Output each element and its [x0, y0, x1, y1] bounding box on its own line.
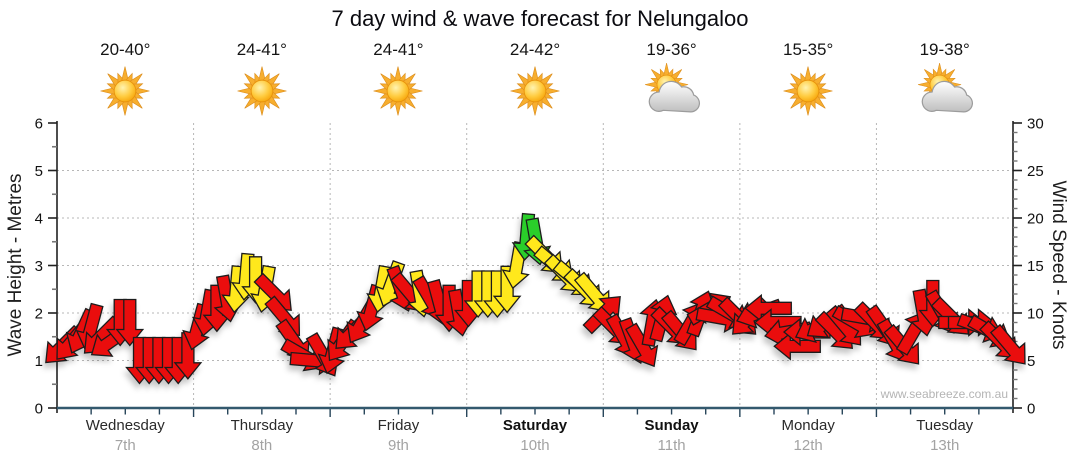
day-label-tuesday: Tuesday 13th — [876, 417, 1013, 454]
day-name: Friday — [377, 417, 420, 434]
wind-arrow — [573, 271, 610, 313]
day-name: Sunday — [644, 417, 699, 434]
weather-icon-wrap — [193, 62, 330, 120]
day-forecast-friday: 24-41° — [330, 40, 467, 120]
day-date: 7th — [114, 437, 136, 454]
day-label-monday: Monday 12th — [740, 417, 877, 454]
day-label-friday: Friday 9th — [330, 417, 467, 454]
temperature-range: 20-40° — [100, 40, 151, 59]
right-axis-tick-label: 30 — [1027, 116, 1044, 133]
day-date: 9th — [387, 437, 409, 454]
temperature-range: 24-42° — [509, 40, 561, 59]
day-label-sunday: Sunday 11th — [603, 417, 740, 454]
sun-icon — [510, 66, 560, 116]
weather-icon-wrap — [603, 62, 740, 120]
day-label-thursday: Thursday 8th — [193, 417, 330, 454]
weather-icon-wrap — [740, 62, 877, 120]
weather-icon-wrap — [876, 62, 1013, 120]
left-axis-tick-label: 5 — [35, 163, 43, 180]
wind-arrow-series — [45, 212, 1026, 385]
day-date: 12th — [793, 437, 823, 454]
left-axis-tick-label: 3 — [35, 258, 43, 275]
right-axis-tick-label: 20 — [1027, 211, 1044, 228]
day-name: Monday — [781, 417, 835, 434]
temperature-range: 19-38° — [919, 40, 970, 59]
left-axis-title: Wave Height - Metres — [5, 173, 26, 357]
day-label-saturday: Saturday 10th — [467, 417, 604, 454]
day-date: 13th — [930, 437, 960, 454]
temperature-range: 19-36° — [646, 40, 697, 59]
right-axis-tick-label: 10 — [1027, 306, 1044, 323]
wind-arrow — [115, 298, 145, 347]
day-forecast-saturday: 24-42° — [467, 40, 604, 120]
day-name: Tuesday — [916, 417, 974, 434]
right-axis-tick-label: 5 — [1027, 353, 1035, 370]
temperature-range: 24-41° — [236, 40, 287, 59]
day-forecast-thursday: 24-41° — [193, 40, 330, 120]
sun-icon — [783, 66, 833, 116]
day-label-wednesday: Wednesday 7th — [57, 417, 194, 454]
day-forecast-wednesday: 20-40° — [57, 40, 194, 120]
right-axis-tick-label: 25 — [1027, 163, 1044, 180]
weather-icon-wrap — [57, 62, 194, 120]
day-date: 11th — [657, 437, 686, 454]
right-axis-title: Wind Speed - Knots — [1048, 180, 1069, 350]
gridlines — [57, 123, 1013, 408]
left-axis-tick-label: 0 — [35, 401, 43, 418]
left-axis-tick-label: 1 — [35, 353, 43, 370]
right-axis-tick-label: 0 — [1027, 401, 1035, 418]
day-name: Wednesday — [85, 417, 165, 434]
chart-title: 7 day wind & wave forecast for Nelungalo… — [331, 6, 749, 31]
wind-arrow — [989, 323, 1026, 365]
left-axis-tick-label: 4 — [35, 211, 43, 228]
day-date: 8th — [251, 437, 273, 454]
day-name: Saturday — [502, 417, 568, 434]
day-forecast-sunday: 19-36° — [603, 40, 740, 120]
right-axis-tick-label: 15 — [1027, 258, 1044, 275]
day-name: Thursday — [230, 417, 294, 434]
wind-arrow — [625, 322, 659, 368]
watermark: www.seabreeze.com.au — [880, 387, 1008, 401]
day-date: 10th — [520, 437, 550, 454]
sun-icon — [100, 66, 150, 116]
partly-cloudy-icon — [917, 63, 973, 113]
day-forecast-tuesday: 19-38° — [876, 40, 1013, 120]
partly-cloudy-icon — [644, 63, 700, 113]
left-axis-tick-label: 2 — [35, 306, 43, 323]
axes: 0 1 2 3 4 5 6 0 5 10 15 20 25 30 — [35, 116, 1044, 418]
weather-icon-wrap — [330, 62, 467, 120]
weather-icon-wrap — [467, 62, 604, 120]
temperature-range: 24-41° — [373, 40, 424, 59]
temperature-range: 15-35° — [783, 40, 834, 59]
sun-icon — [373, 66, 423, 116]
wind-arrow — [492, 265, 522, 314]
left-axis-tick-label: 6 — [35, 116, 43, 133]
day-forecast-monday: 15-35° — [740, 40, 877, 120]
sun-icon — [237, 66, 287, 116]
